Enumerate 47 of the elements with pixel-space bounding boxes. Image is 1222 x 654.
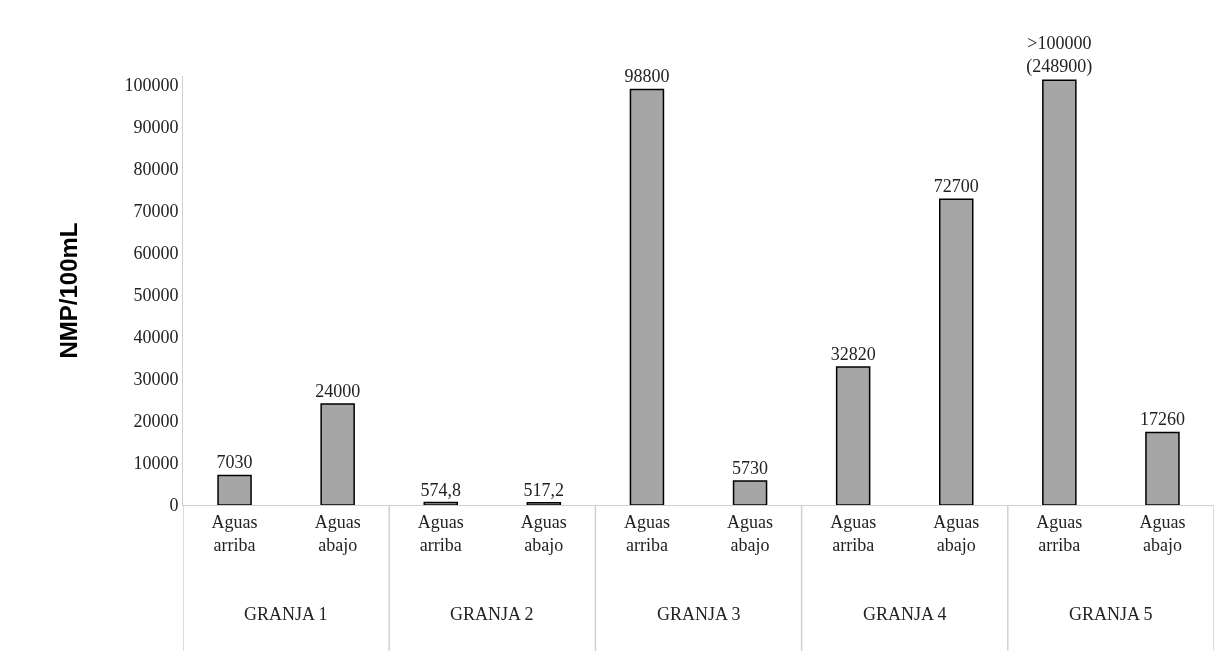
x-tick-label: Aguas abajo bbox=[520, 511, 567, 555]
data-label: 72700 bbox=[933, 176, 979, 197]
x-tick-label: Aguas arriba bbox=[623, 511, 670, 555]
data-label: 32820 bbox=[830, 343, 876, 364]
bar bbox=[423, 501, 458, 505]
y-tick-label: 40000 bbox=[133, 327, 179, 348]
data-label: 98800 bbox=[624, 66, 670, 87]
bar bbox=[629, 88, 665, 505]
bar bbox=[526, 502, 562, 505]
y-tick-label: 50000 bbox=[133, 285, 179, 306]
x-tick-label: Aguas arriba bbox=[830, 511, 877, 555]
data-label: 517,2 bbox=[523, 479, 565, 500]
y-tick-label: 0 bbox=[169, 495, 179, 516]
y-tick-label: 100000 bbox=[124, 74, 179, 95]
y-tick-label: 10000 bbox=[133, 453, 179, 474]
x-tick-label: Aguas abajo bbox=[314, 511, 361, 555]
text: GRANJA 5 bbox=[1069, 604, 1153, 624]
data-label: 17260 bbox=[1139, 409, 1185, 430]
bar bbox=[1145, 431, 1180, 505]
bar bbox=[732, 480, 768, 505]
text: GRANJA 4 bbox=[863, 604, 947, 624]
y-tick-label: 90000 bbox=[133, 116, 179, 137]
x-tick-label: Aguas abajo bbox=[1139, 511, 1186, 555]
bar bbox=[1042, 79, 1077, 505]
bar bbox=[320, 403, 355, 505]
text: GRANJA 2 bbox=[450, 604, 534, 624]
y-tick-label: 20000 bbox=[133, 411, 179, 432]
data-label: 5730 bbox=[732, 457, 769, 478]
x-tick-label: Aguas abajo bbox=[933, 511, 980, 555]
data-label: >100000 (248900) bbox=[1026, 32, 1093, 78]
data-label: 574,8 bbox=[420, 479, 461, 500]
data-label: 7030 bbox=[216, 452, 253, 473]
x-tick-label: Aguas arriba bbox=[1036, 511, 1083, 555]
x-tick-label: Aguas abajo bbox=[727, 511, 774, 555]
bar bbox=[939, 198, 974, 505]
data-label: 24000 bbox=[315, 381, 361, 402]
bar bbox=[217, 474, 252, 505]
text: GRANJA 3 bbox=[657, 604, 741, 624]
y-tick-label: 30000 bbox=[133, 369, 179, 390]
bar bbox=[835, 366, 871, 505]
x-tick-label: Aguas arriba bbox=[211, 511, 258, 555]
y-tick-label: 60000 bbox=[133, 242, 179, 263]
x-tick-label: Aguas arriba bbox=[417, 511, 464, 555]
text: GRANJA 1 bbox=[244, 604, 328, 624]
y-axis-title: NMP/100mL bbox=[54, 222, 82, 359]
y-tick-label: 80000 bbox=[133, 158, 179, 179]
y-tick-label: 70000 bbox=[133, 200, 179, 221]
